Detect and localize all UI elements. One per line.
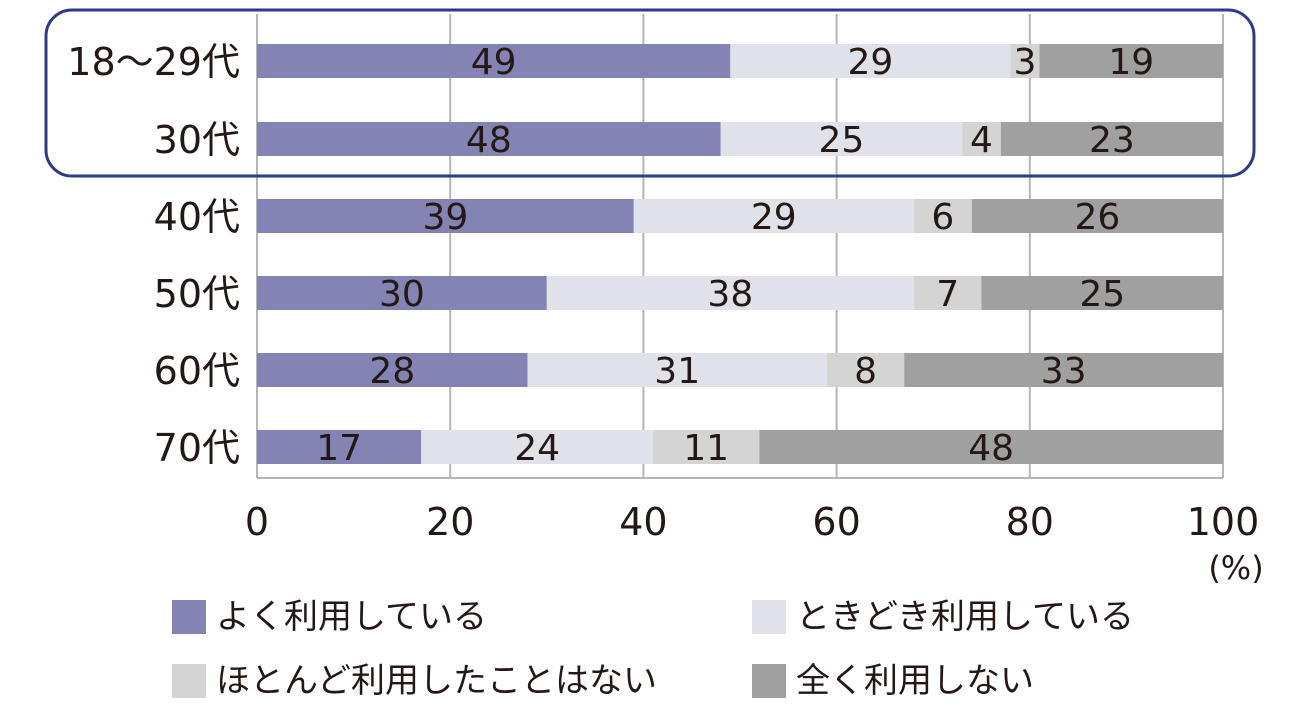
legend-item: よく利用している [172,592,487,642]
data-label: 8 [854,351,877,392]
legend: よく利用している ときどき利用しているほとんど利用したことはない 全く利用しない [172,592,1282,710]
legend-label: よく利用している [216,597,487,637]
data-label: 23 [1089,120,1135,161]
category-label: 18〜29代 [67,40,240,84]
bar-segment [1010,44,1040,78]
x-tick-label: 80 [1006,500,1054,544]
bar-segment [257,353,528,387]
legend-item: ときどき利用している [752,592,1134,642]
x-tick-label: 20 [426,500,474,544]
legend-swatch [172,600,206,634]
bar-segment [633,199,914,233]
bar-segment [257,122,721,156]
data-label: 28 [369,351,415,392]
bar-segment [971,199,1223,233]
data-label: 11 [683,428,729,469]
legend-label: 全く利用しない [796,661,1034,701]
data-label: 29 [751,197,797,238]
x-unit-label: (%) [1208,549,1263,587]
x-tick-label: 40 [619,500,667,544]
data-label: 38 [707,274,753,315]
data-label: 24 [514,428,560,469]
data-label: 31 [654,351,700,392]
x-tick-label: 60 [812,500,860,544]
bar-segment [546,276,914,310]
category-label: 40代 [154,195,240,239]
bar-segment [730,44,1011,78]
data-label: 25 [819,120,865,161]
category-label: 60代 [154,349,240,393]
data-label: 7 [936,274,959,315]
bar-segment [904,353,1223,387]
legend-label: ときどき利用している [796,597,1134,637]
bar-segment [913,199,972,233]
bar-segment [826,353,905,387]
bar-segment [981,276,1223,310]
data-label: 29 [848,42,894,83]
data-label: 17 [316,428,362,469]
data-label: 33 [1041,351,1087,392]
x-tick-label: 100 [1187,500,1260,544]
bar-segment [1000,122,1223,156]
bar-segment [421,430,654,464]
x-tick-label: 0 [245,500,269,544]
data-label: 25 [1079,274,1125,315]
bar-segment [257,199,634,233]
data-label: 48 [466,120,512,161]
legend-item: ほとんど利用したことはない [172,656,657,706]
data-label: 3 [1014,42,1037,83]
data-label: 6 [931,197,954,238]
data-label: 49 [471,42,517,83]
bar-segment [962,122,1001,156]
legend-swatch [172,664,206,698]
data-label: 48 [968,428,1014,469]
data-label: 39 [422,197,468,238]
data-label: 26 [1075,197,1121,238]
bar-segment [720,122,963,156]
data-label: 4 [970,120,993,161]
highlight-box [44,8,1256,178]
category-label: 50代 [154,272,240,316]
bar-segment [257,430,422,464]
legend-swatch [752,600,786,634]
category-label: 70代 [154,426,240,470]
bar-segment [257,276,547,310]
legend-swatch [752,664,786,698]
bar-segment [759,430,1223,464]
bar-segment [527,353,827,387]
bar-segment [913,276,982,310]
data-label: 30 [379,274,425,315]
bar-segment [1039,44,1223,78]
legend-item: 全く利用しない [752,656,1034,706]
legend-label: ほとんど利用したことはない [216,661,657,701]
bar-segment [653,430,760,464]
category-label: 30代 [154,118,240,162]
bar-segment [257,44,731,78]
data-label: 19 [1108,42,1154,83]
